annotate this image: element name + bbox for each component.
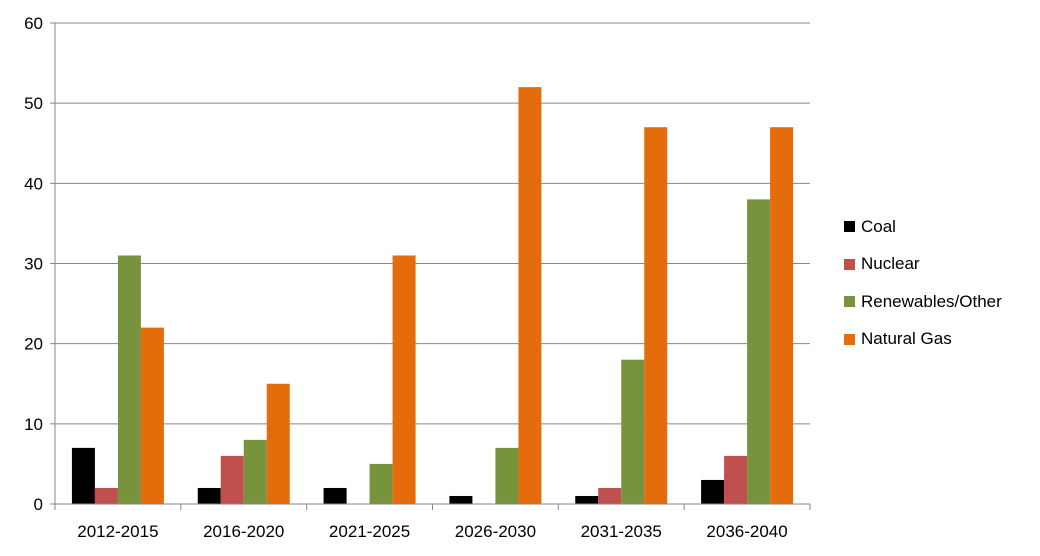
bar-renewables-other-2026-2030 xyxy=(495,447,519,504)
bar-renewables-other-2012-2015 xyxy=(117,255,141,504)
bar-natural-gas-2036-2040 xyxy=(770,127,794,504)
legend: Coal Nuclear Renewables/Other Natural Gas xyxy=(844,208,1040,358)
legend-label: Natural Gas xyxy=(861,329,952,349)
bar-renewables-other-2021-2025 xyxy=(369,463,393,504)
x-axis-ticks: 2012-2015 2016-2020 2021-2025 2026-2030 2031… xyxy=(54,504,811,541)
bar-coal-2036-2040 xyxy=(701,479,725,504)
legend-swatch xyxy=(844,296,855,308)
bar-nuclear-2016-2020 xyxy=(220,455,244,504)
bar-natural-gas-2016-2020 xyxy=(266,383,290,504)
bars xyxy=(71,87,794,504)
legend-item: Coal xyxy=(844,208,1040,246)
gridlines xyxy=(55,22,810,425)
x-tick-label: 2036-2040 xyxy=(706,522,787,541)
legend-swatch xyxy=(844,221,855,233)
bar-coal-2016-2020 xyxy=(197,487,221,504)
x-tick-label: 2031-2035 xyxy=(581,522,662,541)
bar-coal-2021-2025 xyxy=(323,487,347,504)
bar-nuclear-2012-2015 xyxy=(94,487,118,504)
bar-coal-2012-2015 xyxy=(71,447,95,504)
bar-nuclear-2031-2035 xyxy=(598,487,622,504)
x-tick-label: 2012-2015 xyxy=(77,522,158,541)
y-axis-ticks: 0 10 20 30 40 50 60 xyxy=(24,14,55,514)
y-tick-label: 20 xyxy=(24,335,43,354)
legend-item: Natural Gas xyxy=(844,321,1040,359)
bar-coal-2031-2035 xyxy=(575,495,599,504)
x-tick-label: 2021-2025 xyxy=(329,522,410,541)
legend-label: Nuclear xyxy=(861,254,920,274)
legend-swatch xyxy=(844,258,855,270)
y-tick-label: 10 xyxy=(24,415,43,434)
bar-renewables-other-2031-2035 xyxy=(621,359,645,504)
y-tick-label: 30 xyxy=(24,255,43,274)
bar-chart: 0 10 20 30 40 50 60 2012-2015 2016-2020 2021-202… xyxy=(24,14,811,541)
bar-natural-gas-2012-2015 xyxy=(140,327,164,504)
y-tick-label: 60 xyxy=(24,14,43,33)
bar-coal-2026-2030 xyxy=(449,495,473,504)
bar-natural-gas-2026-2030 xyxy=(518,87,542,504)
legend-label: Renewables/Other xyxy=(861,291,1002,311)
y-tick-label: 50 xyxy=(24,94,43,113)
bar-nuclear-2036-2040 xyxy=(724,455,748,504)
bar-renewables-other-2016-2020 xyxy=(243,439,267,504)
legend-item: Nuclear xyxy=(844,246,1040,284)
legend-swatch xyxy=(844,333,855,345)
legend-item: Renewables/Other xyxy=(844,283,1040,321)
x-tick-label: 2016-2020 xyxy=(203,522,284,541)
bar-natural-gas-2021-2025 xyxy=(392,255,416,504)
legend-label: Coal xyxy=(861,216,896,236)
x-tick-label: 2026-2030 xyxy=(455,522,536,541)
bar-renewables-other-2036-2040 xyxy=(747,199,771,504)
bar-natural-gas-2031-2035 xyxy=(644,127,668,504)
y-tick-label: 40 xyxy=(24,174,43,193)
y-tick-label: 0 xyxy=(34,495,43,514)
